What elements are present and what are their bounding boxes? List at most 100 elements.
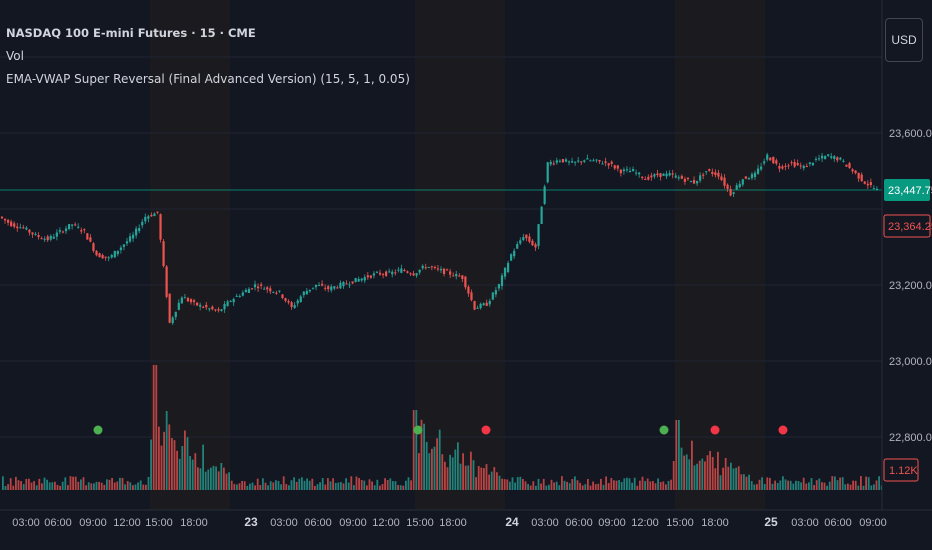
volume-bar xyxy=(48,482,51,490)
volume-bar xyxy=(719,475,722,490)
x-tick-label: 06:00 xyxy=(824,517,852,529)
volume-bar xyxy=(126,481,129,490)
candle xyxy=(189,299,193,303)
volume-bar xyxy=(779,480,782,490)
volume-bar xyxy=(605,476,607,490)
currency-button[interactable]: USD xyxy=(885,18,923,62)
indicator-legend[interactable]: EMA-VWAP Super Reversal (Final Advanced … xyxy=(6,72,410,86)
volume-bar xyxy=(397,485,399,490)
candle xyxy=(260,284,263,286)
volume-bar xyxy=(659,482,662,490)
candle xyxy=(644,178,647,180)
x-tick-label: 03:00 xyxy=(531,517,559,529)
volume-bar xyxy=(254,485,256,490)
candle xyxy=(217,309,220,311)
x-tick-label: 09:00 xyxy=(79,517,107,529)
volume-bar xyxy=(490,471,493,490)
candle xyxy=(805,166,808,168)
candle xyxy=(531,240,534,246)
candle xyxy=(564,159,568,162)
candle xyxy=(266,287,269,290)
volume-bar xyxy=(709,450,711,490)
volume-bar xyxy=(119,477,121,490)
volume-bar xyxy=(704,461,706,490)
candle xyxy=(497,284,501,289)
candle xyxy=(287,301,290,303)
volume-bar xyxy=(662,481,665,490)
candle xyxy=(732,192,735,194)
volume-bar xyxy=(581,485,584,490)
x-tick-label: 15:00 xyxy=(145,517,173,529)
candle xyxy=(775,160,778,164)
volume-bar xyxy=(810,478,813,490)
volume-bar xyxy=(805,483,808,490)
candle xyxy=(156,211,159,213)
candle xyxy=(98,253,101,258)
candle xyxy=(525,234,528,239)
candle xyxy=(619,169,622,174)
candle xyxy=(808,162,811,164)
volume-bar xyxy=(743,474,745,490)
x-tick-label: 24 xyxy=(505,515,519,529)
volume-bar xyxy=(802,477,805,490)
candle xyxy=(500,275,504,287)
volume-bar xyxy=(462,453,464,490)
candle xyxy=(61,231,65,233)
candle xyxy=(482,303,485,306)
volume-bar xyxy=(839,477,841,490)
candle xyxy=(677,177,680,179)
volume-bar xyxy=(878,476,880,490)
volume-bar xyxy=(420,419,423,490)
volume-bar xyxy=(584,484,587,490)
candle xyxy=(327,286,330,290)
volume-bar xyxy=(519,476,522,490)
volume-bar xyxy=(714,468,717,490)
volume-bar xyxy=(641,476,644,490)
volume-bar xyxy=(735,467,737,490)
candle xyxy=(22,227,25,229)
candle xyxy=(256,286,260,289)
volume-bar xyxy=(826,485,828,490)
candle xyxy=(202,306,205,308)
candle xyxy=(839,157,842,160)
volume-bar xyxy=(831,476,834,490)
volume-bar xyxy=(116,481,119,490)
candle xyxy=(336,287,339,289)
x-tick-label: 03:00 xyxy=(791,517,819,529)
volume-bar xyxy=(841,477,844,490)
symbol-title[interactable]: NASDAQ 100 E-mini Futures · 15 · CME xyxy=(6,26,256,40)
candle xyxy=(308,289,312,292)
session-shade xyxy=(675,0,765,510)
candle xyxy=(135,228,138,236)
volume-legend[interactable]: Vol xyxy=(6,49,24,63)
volume-bar xyxy=(236,484,238,490)
volume-bar xyxy=(574,476,576,490)
volume-bar xyxy=(503,479,506,490)
volume-bar xyxy=(685,454,688,490)
candle xyxy=(833,156,836,159)
volume-bar xyxy=(633,477,636,490)
candle xyxy=(753,172,757,178)
candle xyxy=(74,224,77,226)
candle xyxy=(778,166,781,169)
candle xyxy=(122,244,126,247)
volume-bar xyxy=(28,478,30,490)
volume-bar xyxy=(589,485,592,490)
x-tick-label: 12:00 xyxy=(113,517,141,529)
volume-bar xyxy=(672,460,675,490)
candle xyxy=(735,185,738,190)
candle xyxy=(86,233,89,240)
candle xyxy=(241,292,244,296)
candle xyxy=(25,227,28,230)
volume-bar xyxy=(160,445,163,490)
candle xyxy=(830,156,833,158)
volume-bar xyxy=(355,476,358,490)
volume-bar xyxy=(308,480,311,490)
candle xyxy=(577,160,580,162)
volume-bar xyxy=(449,454,451,490)
candle xyxy=(787,165,790,167)
candle xyxy=(131,234,135,239)
candle xyxy=(128,236,132,242)
volume-bar xyxy=(20,481,22,490)
